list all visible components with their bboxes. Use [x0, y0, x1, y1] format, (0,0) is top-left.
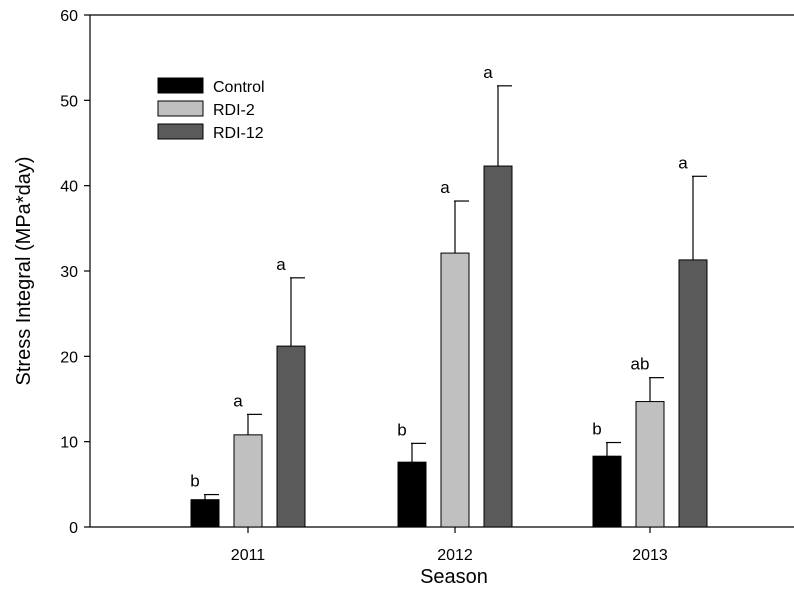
- significance-label: b: [397, 420, 406, 439]
- y-tick-label: 0: [69, 520, 78, 537]
- x-axis-title: Season: [420, 566, 488, 588]
- legend: Control RDI-2 RDI-12: [157, 77, 265, 142]
- y-tick-label: 60: [60, 8, 78, 25]
- y-tick-label: 10: [60, 435, 78, 452]
- y-tick-label: 30: [60, 264, 78, 281]
- legend-label: RDI-2: [213, 102, 255, 119]
- significance-label: a: [678, 153, 688, 172]
- x-tick-label: 2012: [437, 547, 473, 564]
- legend-swatch: [157, 77, 204, 94]
- significance-label: b: [592, 420, 601, 439]
- bar: [635, 401, 665, 528]
- y-tick-label: 20: [60, 349, 78, 366]
- bar: [276, 345, 306, 528]
- bar: [397, 461, 427, 528]
- significance-label: ab: [631, 355, 650, 374]
- significance-label: a: [440, 178, 450, 197]
- significance-label: a: [233, 391, 243, 410]
- y-tick-label: 40: [60, 179, 78, 196]
- legend-swatch: [157, 100, 204, 117]
- bar: [678, 259, 708, 528]
- bar: [233, 434, 263, 528]
- y-tick-label: 50: [60, 93, 78, 110]
- significance-label: a: [276, 255, 286, 274]
- y-axis-title: Stress Integral (MPa*day): [13, 157, 35, 386]
- x-tick-label: 2013: [632, 547, 668, 564]
- legend-swatch: [157, 123, 204, 140]
- significance-label: a: [483, 63, 493, 82]
- bar: [190, 499, 220, 528]
- significance-label: b: [190, 472, 199, 491]
- bar: [592, 455, 622, 528]
- legend-label: RDI-12: [213, 125, 264, 142]
- bar: [440, 252, 470, 528]
- bar: [483, 165, 513, 528]
- legend-label: Control: [213, 79, 265, 96]
- plot-area: 0 10 20 30 40 50 60 2011 b a a 2012 b a a 2013 b ab a Contr…: [60, 8, 794, 564]
- x-tick-label: 2011: [231, 547, 266, 564]
